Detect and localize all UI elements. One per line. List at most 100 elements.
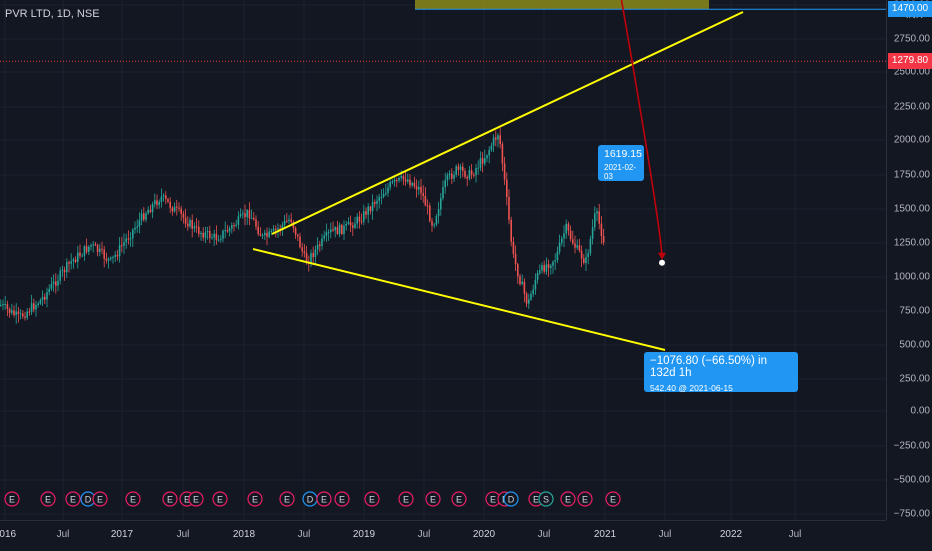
time-tick-label: 2018 [232,529,256,540]
event-marker-E[interactable] [247,491,263,507]
measure-start-value: 1619.15 [604,148,642,160]
candle [55,281,57,286]
candle [253,217,255,220]
price-tick-label: 2250.00 [893,101,930,113]
price-axis[interactable]: INR 3000.002750.002500.002250.002000.001… [886,0,932,520]
candle [2,304,4,306]
candle [250,217,253,219]
chart-pane[interactable]: EEEDEEEEEEEEDEEEEEEEEDESEEE PVR LTD, 1D,… [0,0,886,520]
candle [497,135,499,140]
candle [239,214,242,217]
event-marker-E[interactable] [334,491,350,507]
candle [162,195,165,197]
candle [222,230,224,239]
event-marker-label: E [70,495,76,505]
event-marker-E[interactable] [40,491,56,507]
candle [574,243,576,248]
time-tick-label: Jul [176,529,190,540]
event-marker-E[interactable] [92,491,108,507]
candle [367,206,369,215]
event-marker-E[interactable] [316,491,332,507]
candle [433,224,435,226]
event-marker-E[interactable] [279,491,295,507]
event-marker-E[interactable] [65,491,81,507]
event-marker-E[interactable] [577,491,593,507]
candle [446,175,449,181]
candle [569,230,572,240]
candle [488,149,490,156]
event-marker-E[interactable] [560,491,576,507]
candle [316,244,319,250]
event-marker-E[interactable] [125,491,141,507]
event-marker-E[interactable] [364,491,380,507]
candle [437,209,440,217]
candle [167,199,169,202]
candle [70,261,72,264]
price-tick-label: −750.00 [893,508,930,520]
candle [112,256,114,258]
candle [72,259,75,262]
candle [380,196,383,198]
resistance-zone [415,0,709,10]
event-marker-label: E [565,495,571,505]
event-marker-label: D [508,495,515,505]
event-marker-E[interactable] [162,491,178,507]
event-marker-E[interactable] [4,491,20,507]
candle [506,179,508,197]
candle [4,303,6,305]
candle [422,193,424,196]
candle [180,208,182,214]
candle [466,176,468,179]
candle [294,227,297,235]
candle [178,207,180,209]
event-marker-E[interactable] [425,491,441,507]
candle [237,216,240,225]
candle [400,176,402,178]
event-marker-E[interactable] [212,491,228,507]
time-axis[interactable]: 2016 Jul 2017 Jul 2018 Jul 2019 Jul 2020 Jul 2021 J… [0,520,886,551]
event-marker-S[interactable] [538,491,554,507]
candle [444,180,446,188]
event-marker-E[interactable] [605,491,621,507]
candle [24,316,26,318]
candle [101,248,103,250]
candle [268,231,270,237]
chart-canvas[interactable]: EEEDEEEEEEEEDEEEEEEEEDESEEE [0,0,886,520]
event-marker-E[interactable] [398,491,414,507]
candle [33,303,35,310]
candle [220,238,222,240]
event-marker-E[interactable] [188,491,204,507]
candle [389,182,391,188]
candle [107,258,110,261]
event-marker-E[interactable] [451,491,467,507]
candle [88,246,90,252]
candle [371,201,374,211]
candle [63,269,66,273]
candle [424,195,427,206]
candle [165,195,167,200]
candle [415,186,418,190]
candle [462,166,464,171]
candle [28,311,31,313]
candle [492,137,495,146]
candle [426,205,429,207]
candle [341,224,343,235]
candle [327,232,330,234]
candle [123,242,125,246]
candle [517,264,519,277]
candle [215,233,218,241]
candle [418,186,420,190]
candle [521,281,523,285]
event-marker-label: E [582,495,588,505]
symbol-title[interactable]: PVR LTD, 1D, NSE [5,8,100,20]
price-tag: 1279.80 [888,53,932,70]
candle [160,196,163,202]
candle [558,242,561,252]
candle [79,252,81,256]
event-marker-D[interactable] [503,491,519,507]
candle [583,258,585,263]
candle [231,225,233,229]
price-tick-label: −500.00 [893,474,930,486]
candle [248,210,251,219]
candle [572,239,574,244]
